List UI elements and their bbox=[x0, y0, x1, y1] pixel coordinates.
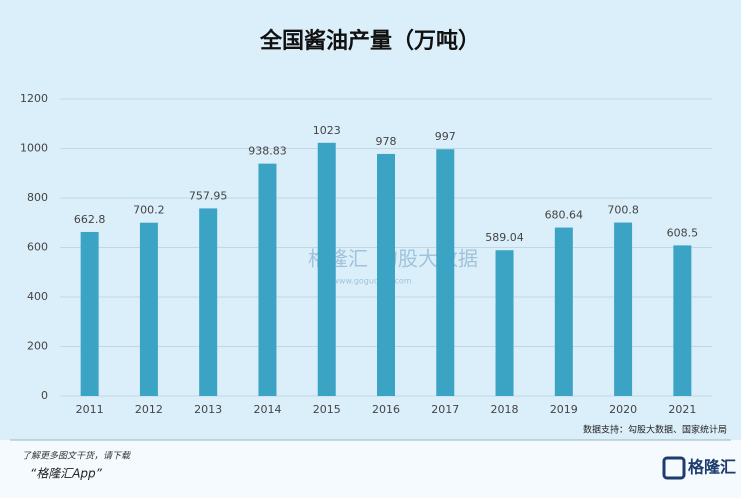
y-tick-label: 200 bbox=[27, 340, 48, 353]
bar bbox=[258, 163, 277, 396]
bar bbox=[199, 208, 218, 396]
y-tick-label: 400 bbox=[27, 290, 48, 303]
x-tick-label: 2019 bbox=[550, 403, 578, 416]
x-tick-label: 2015 bbox=[313, 403, 341, 416]
y-tick-label: 0 bbox=[41, 389, 48, 402]
value-label: 589.04 bbox=[485, 231, 524, 244]
bar bbox=[139, 222, 158, 396]
watermark-brand: 格隆汇 bbox=[308, 247, 368, 271]
value-label: 608.5 bbox=[667, 226, 699, 239]
value-label: 978 bbox=[376, 135, 397, 148]
y-tick-label: 800 bbox=[27, 191, 48, 204]
y-tick-label: 1000 bbox=[20, 142, 48, 155]
x-tick-label: 2017 bbox=[431, 403, 459, 416]
value-label: 662.8 bbox=[74, 213, 106, 226]
value-label: 1023 bbox=[313, 124, 341, 137]
logo-icon bbox=[662, 456, 686, 480]
x-tick-label: 2016 bbox=[372, 403, 400, 416]
value-label: 680.64 bbox=[545, 209, 584, 222]
value-label: 700.2 bbox=[133, 204, 165, 217]
footer-text: 了解更多图文干货，请下载 bbox=[22, 451, 131, 462]
y-tick-label: 600 bbox=[27, 241, 48, 254]
bar bbox=[80, 231, 99, 396]
source: 数据支持：勾股大数据、国家统计局 bbox=[583, 424, 727, 436]
bar bbox=[554, 227, 573, 396]
chart-title: 全国酱油产量（万吨） bbox=[259, 28, 480, 54]
bar bbox=[436, 149, 455, 396]
x-tick-label: 2021 bbox=[668, 403, 696, 416]
y-tick-label: 1200 bbox=[20, 92, 48, 105]
value-label: 997 bbox=[435, 130, 456, 143]
x-tick-label: 2011 bbox=[76, 403, 104, 416]
value-label: 938.83 bbox=[248, 145, 287, 158]
value-label: 700.8 bbox=[607, 204, 639, 217]
bar bbox=[673, 245, 692, 396]
watermark-url: www.gogudata.com bbox=[332, 277, 411, 286]
bar bbox=[495, 250, 514, 396]
logo-text: 格隆汇 bbox=[688, 458, 736, 477]
value-label: 757.95 bbox=[189, 189, 228, 202]
footer-background bbox=[0, 440, 741, 498]
bar bbox=[317, 142, 336, 396]
x-tick-label: 2012 bbox=[135, 403, 163, 416]
x-tick-label: 2013 bbox=[194, 403, 222, 416]
x-tick-label: 2014 bbox=[253, 403, 281, 416]
bar bbox=[377, 153, 395, 396]
x-tick-label: 2020 bbox=[609, 403, 637, 416]
x-tick-label: 2018 bbox=[491, 403, 519, 416]
footer-app: “格隆汇App” bbox=[30, 467, 103, 481]
bar bbox=[614, 222, 633, 396]
